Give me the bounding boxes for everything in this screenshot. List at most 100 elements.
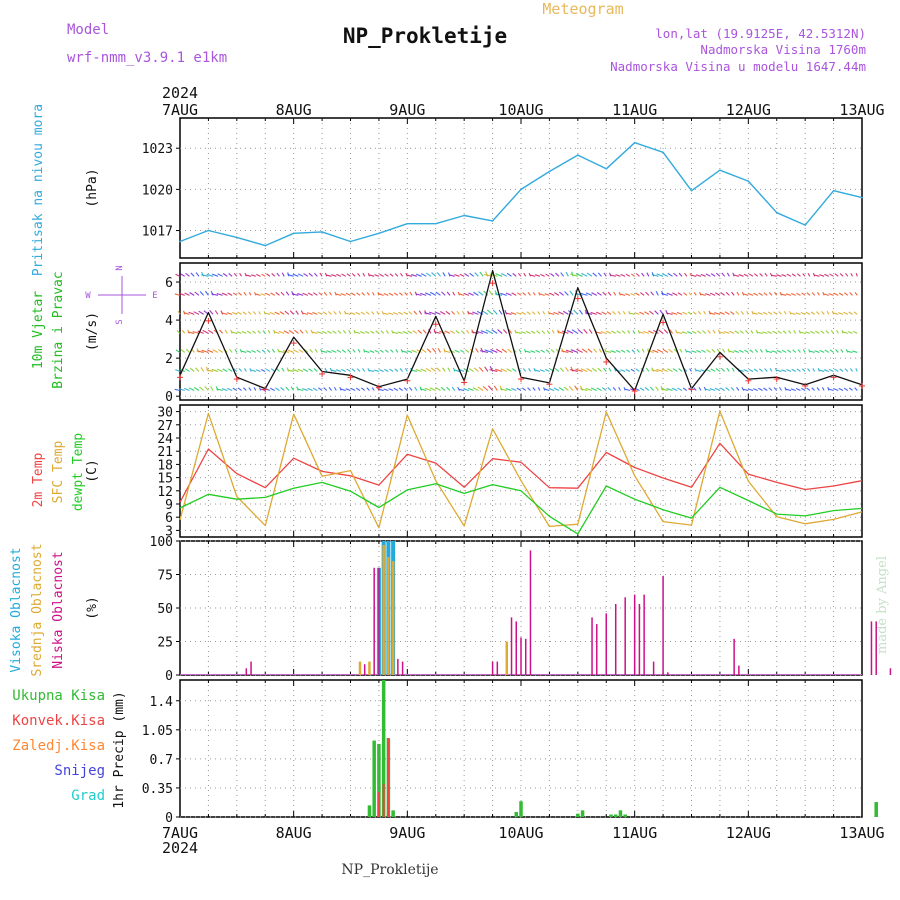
wind-arrow — [399, 368, 404, 372]
wind-arrow — [319, 272, 323, 277]
wind-arrow — [500, 368, 508, 372]
wind-arrow — [752, 312, 758, 315]
temp-ylabel-2m: 2m Temp — [31, 452, 46, 507]
wind-arrow — [710, 273, 716, 277]
wind-arrow — [398, 311, 403, 315]
wind-arrow — [802, 273, 806, 277]
wind-arrow — [270, 387, 275, 391]
wind-arrow — [359, 331, 365, 334]
wind-arrow — [821, 387, 825, 391]
wind-arrow — [600, 331, 607, 334]
wind-arrow — [661, 368, 669, 372]
wind-arrow — [656, 368, 664, 372]
wind-arrow — [645, 367, 650, 372]
wind-arrow — [490, 349, 498, 353]
wind-arrow — [239, 272, 243, 277]
y-tick-label: 21 — [157, 445, 173, 460]
wind-arrow — [393, 292, 399, 296]
wind-arrow — [227, 292, 233, 296]
y-tick-label: 0 — [165, 811, 173, 826]
wind-arrow — [441, 367, 446, 372]
wind-arrow — [406, 350, 413, 353]
wind-arrow — [650, 291, 655, 296]
wind-arrow — [797, 349, 801, 353]
wind-arrow — [811, 387, 816, 391]
pressure-point — [179, 240, 181, 243]
wind-arrow — [724, 311, 730, 315]
wind-arrow — [460, 330, 465, 334]
wind-arrow — [630, 368, 635, 372]
wind-arrow — [559, 291, 564, 296]
wind-arrow — [581, 272, 588, 277]
wind-arrow — [786, 369, 792, 372]
wind-arrow — [440, 311, 446, 315]
wind-arrow — [302, 388, 309, 392]
temp-ylabel-sfc: SFC Temp — [51, 441, 66, 504]
wind-arrow — [397, 331, 403, 334]
wind-ylabel-2: Brzina i Pravac — [51, 271, 66, 388]
wind-arrow — [511, 368, 517, 372]
wind-arrow — [641, 272, 645, 277]
wind-arrow — [429, 311, 436, 315]
wind-arrow — [187, 331, 195, 334]
pressure-ylabel: Pritisak na nivou mora — [31, 104, 46, 276]
wind-arrow — [544, 293, 550, 296]
wind-arrow — [850, 272, 854, 277]
wind-arrow — [603, 272, 607, 277]
wind-arrow — [236, 331, 242, 334]
wind-arrow — [331, 349, 337, 353]
wind-arrow — [242, 311, 247, 315]
wind-arrow — [515, 331, 522, 334]
wind-arrow — [817, 368, 820, 372]
wind-arrow — [625, 368, 631, 372]
wind-arrow — [800, 311, 806, 315]
wind-arrow — [823, 293, 829, 296]
wind-arrow — [698, 387, 702, 391]
wind-arrow — [705, 273, 711, 277]
wind-arrow — [421, 348, 427, 353]
wind-arrow — [356, 368, 361, 372]
wind-arrow — [357, 349, 361, 353]
wind-arrow — [297, 293, 304, 296]
wind-arrow — [361, 387, 366, 391]
wind-arrow — [505, 292, 512, 296]
wind-arrow — [535, 274, 541, 277]
wind-arrow — [273, 331, 280, 334]
wind-arrow — [615, 349, 621, 353]
wind-arrow — [280, 291, 285, 296]
temp-series-0 — [179, 442, 863, 503]
cloud-bar — [733, 638, 735, 675]
day-tick-top: 8AUG — [276, 101, 312, 119]
precip-bar — [381, 680, 386, 817]
wind-arrow — [346, 368, 351, 372]
wind-arrow — [345, 292, 351, 296]
wind-arrow — [189, 292, 195, 296]
wind-arrow — [241, 350, 247, 353]
wind-arrow — [701, 349, 706, 353]
wind-arrow — [283, 330, 290, 334]
wind-arrow — [284, 310, 290, 315]
wind-arrow — [720, 292, 725, 296]
wind-arrow — [516, 311, 522, 315]
wind-arrow — [369, 369, 375, 372]
wind-arrow — [464, 273, 470, 277]
wind-arrow — [565, 349, 574, 353]
wind-arrow — [668, 348, 673, 353]
wind-arrow — [681, 331, 687, 334]
wind-arrow — [174, 293, 181, 296]
wind-arrow — [211, 368, 219, 372]
wind-arrow — [180, 273, 186, 277]
wind-arrow — [318, 387, 323, 391]
wind-arrow — [530, 330, 536, 334]
wind-arrow — [829, 273, 834, 277]
wind-arrow — [836, 329, 839, 334]
wind-arrow — [372, 292, 375, 296]
wind-arrow — [436, 272, 441, 277]
wind-arrow — [714, 292, 721, 296]
cloud-bar — [496, 661, 499, 675]
model-label: Model — [67, 22, 109, 38]
wind-arrow — [383, 293, 389, 296]
wind-arrow — [631, 349, 636, 353]
wind-arrow — [833, 312, 839, 315]
wind-arrow — [758, 368, 763, 372]
